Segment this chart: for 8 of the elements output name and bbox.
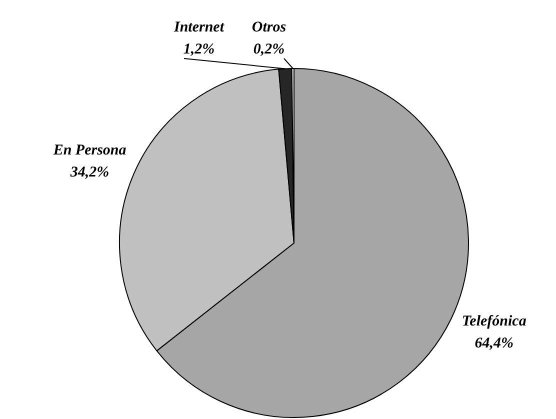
data-label: 1,2% [183,41,215,58]
slice-label: Internet [172,19,225,36]
data-label: 34,2% [69,164,110,181]
slice-label: Telefónica [462,313,527,330]
data-label: 64,4% [474,335,514,352]
slice-label: En Persona [52,142,127,159]
slice-label: Otros [252,19,286,36]
data-label: 0,2% [253,41,285,58]
